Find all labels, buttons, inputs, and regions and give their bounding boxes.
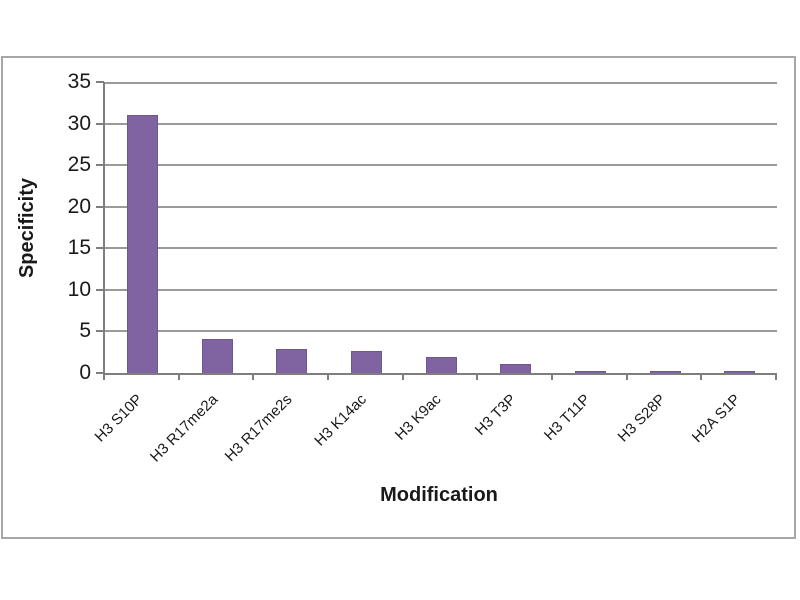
bar-h3-k9ac [426, 357, 457, 373]
x-tick-label: H3 T11P [541, 391, 595, 444]
y-tick-label: 25 [67, 153, 91, 176]
plot-area [103, 82, 777, 375]
bar-h3-s10p [127, 115, 158, 373]
y-tick-mark [96, 81, 104, 83]
bar-h3-r17me2a [202, 339, 233, 373]
x-tick-mark [700, 373, 702, 380]
x-tick-mark [327, 373, 329, 380]
x-tick-mark [476, 373, 478, 380]
x-tick-label: H3 T3P [472, 391, 521, 439]
gridline [105, 123, 777, 125]
gridline [105, 330, 777, 332]
x-tick-mark [626, 373, 628, 380]
gridline [105, 164, 777, 166]
bar-h3-r17me2s [276, 349, 307, 373]
y-tick-mark [96, 206, 104, 208]
x-tick-mark [775, 373, 777, 380]
bar-h2a-s1p [724, 371, 755, 373]
y-tick-label: 35 [67, 70, 91, 93]
bar-h3-k14ac [351, 351, 382, 373]
y-tick-label: 30 [67, 112, 91, 135]
bar-h3-t3p [500, 364, 531, 373]
chart-frame: Specificity 0 5 10 15 20 25 30 35 H3 S10P H3 R17… [1, 56, 796, 539]
x-tick-mark [551, 373, 553, 380]
x-tick-mark [178, 373, 180, 380]
x-axis-title: Modification [380, 484, 498, 506]
y-tick-mark [96, 330, 104, 332]
x-tick-label: H3 S10P [91, 391, 147, 446]
y-tick-label: 10 [67, 278, 91, 301]
y-tick-mark [96, 247, 104, 249]
x-tick-label: H3 R17me2a [146, 391, 222, 466]
bar-h3-t11p [575, 371, 606, 373]
x-tick-mark [252, 373, 254, 380]
x-tick-label: H2A S1P [688, 391, 745, 447]
x-tick-label: H3 S28P [614, 391, 670, 446]
y-tick-mark [96, 123, 104, 125]
y-tick-label: 0 [79, 361, 91, 384]
y-tick-label: 15 [67, 236, 91, 259]
x-tick-mark [103, 373, 105, 380]
x-tick-label: H3 K14ac [311, 391, 371, 450]
x-tick-mark [402, 373, 404, 380]
y-tick-label: 20 [67, 195, 91, 218]
y-tick-mark [96, 372, 104, 374]
gridline [105, 82, 777, 84]
bar-h3-s28p [650, 371, 681, 373]
x-tick-label: H3 K9ac [392, 391, 446, 444]
y-tick-label: 5 [79, 319, 91, 342]
gridline [105, 247, 777, 249]
y-tick-mark [96, 164, 104, 166]
gridline [105, 206, 777, 208]
x-tick-label: H3 R17me2s [222, 391, 297, 465]
gridline [105, 289, 777, 291]
y-tick-mark [96, 289, 104, 291]
